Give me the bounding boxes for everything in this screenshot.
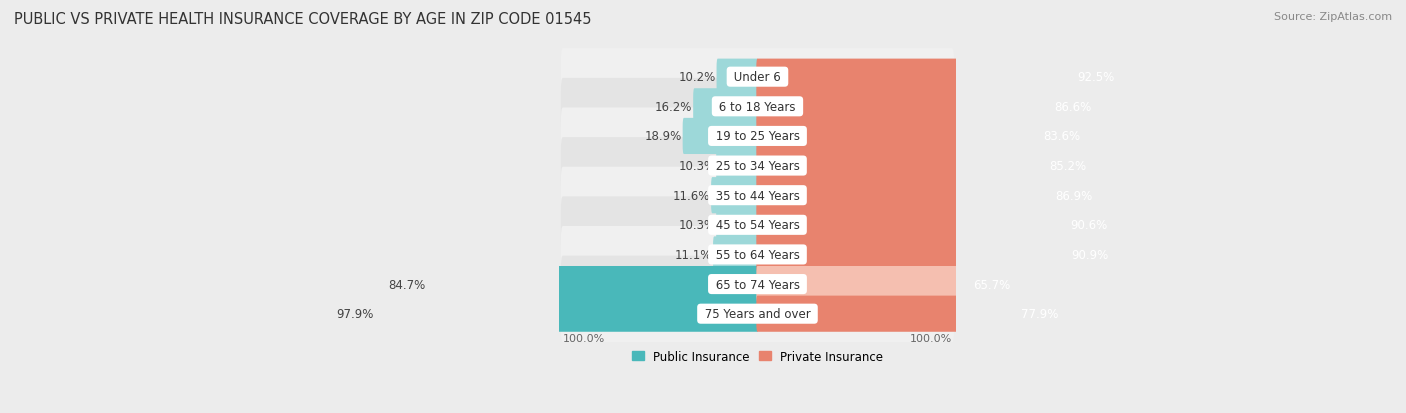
Text: 6 to 18 Years: 6 to 18 Years [716, 100, 800, 114]
FancyBboxPatch shape [561, 197, 955, 254]
Text: PUBLIC VS PRIVATE HEALTH INSURANCE COVERAGE BY AGE IN ZIP CODE 01545: PUBLIC VS PRIVATE HEALTH INSURANCE COVER… [14, 12, 592, 27]
Text: 92.5%: 92.5% [1077, 71, 1115, 84]
FancyBboxPatch shape [756, 59, 1119, 95]
FancyBboxPatch shape [756, 266, 1015, 302]
Text: 85.2%: 85.2% [1049, 160, 1087, 173]
Text: 83.6%: 83.6% [1043, 130, 1080, 143]
FancyBboxPatch shape [693, 89, 759, 125]
FancyBboxPatch shape [716, 207, 759, 243]
Text: 86.6%: 86.6% [1054, 100, 1092, 114]
Text: 11.6%: 11.6% [673, 189, 710, 202]
Text: 97.9%: 97.9% [336, 307, 374, 320]
FancyBboxPatch shape [713, 237, 759, 273]
Text: 18.9%: 18.9% [644, 130, 682, 143]
FancyBboxPatch shape [375, 296, 759, 332]
Text: 84.7%: 84.7% [388, 278, 426, 291]
FancyBboxPatch shape [756, 119, 1084, 154]
Legend: Public Insurance, Private Insurance: Public Insurance, Private Insurance [627, 345, 889, 368]
Text: 10.3%: 10.3% [678, 219, 716, 232]
FancyBboxPatch shape [683, 119, 759, 154]
Text: 86.9%: 86.9% [1056, 189, 1092, 202]
FancyBboxPatch shape [756, 89, 1097, 125]
FancyBboxPatch shape [561, 256, 955, 313]
FancyBboxPatch shape [561, 138, 955, 195]
Text: 90.9%: 90.9% [1071, 248, 1108, 261]
FancyBboxPatch shape [756, 178, 1097, 214]
Text: 35 to 44 Years: 35 to 44 Years [711, 189, 803, 202]
FancyBboxPatch shape [561, 226, 955, 283]
Text: 45 to 54 Years: 45 to 54 Years [711, 219, 803, 232]
Text: 65 to 74 Years: 65 to 74 Years [711, 278, 803, 291]
Text: 100.0%: 100.0% [562, 333, 605, 343]
FancyBboxPatch shape [756, 207, 1112, 243]
FancyBboxPatch shape [756, 296, 1062, 332]
Text: 100.0%: 100.0% [910, 333, 952, 343]
FancyBboxPatch shape [561, 49, 955, 106]
Text: Source: ZipAtlas.com: Source: ZipAtlas.com [1274, 12, 1392, 22]
Text: 19 to 25 Years: 19 to 25 Years [711, 130, 803, 143]
Text: 77.9%: 77.9% [1021, 307, 1057, 320]
Text: 11.1%: 11.1% [675, 248, 713, 261]
Text: 10.2%: 10.2% [679, 71, 716, 84]
Text: 90.6%: 90.6% [1070, 219, 1108, 232]
Text: 65.7%: 65.7% [973, 278, 1011, 291]
FancyBboxPatch shape [711, 178, 759, 214]
FancyBboxPatch shape [561, 108, 955, 165]
Text: 10.3%: 10.3% [678, 160, 716, 173]
Text: Under 6: Under 6 [730, 71, 785, 84]
FancyBboxPatch shape [426, 266, 759, 302]
FancyBboxPatch shape [716, 148, 759, 184]
FancyBboxPatch shape [561, 285, 955, 342]
FancyBboxPatch shape [756, 237, 1114, 273]
Text: 55 to 64 Years: 55 to 64 Years [711, 248, 803, 261]
FancyBboxPatch shape [756, 148, 1091, 184]
Text: 75 Years and over: 75 Years and over [700, 307, 814, 320]
FancyBboxPatch shape [717, 59, 759, 95]
Text: 16.2%: 16.2% [655, 100, 692, 114]
FancyBboxPatch shape [561, 78, 955, 135]
Text: 25 to 34 Years: 25 to 34 Years [711, 160, 803, 173]
FancyBboxPatch shape [561, 167, 955, 224]
